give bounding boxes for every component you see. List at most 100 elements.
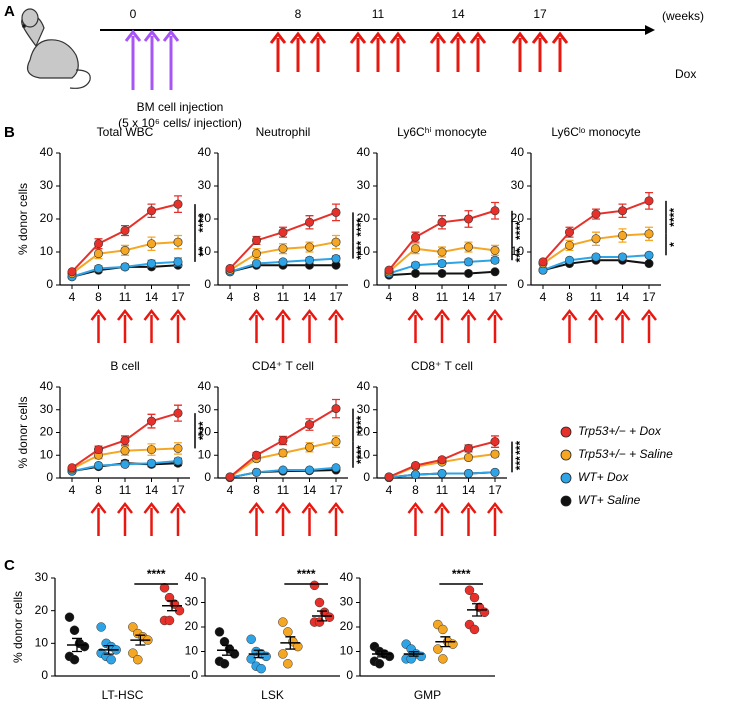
y-axis-label: % donor cells: [16, 396, 30, 468]
point: [591, 209, 601, 219]
sem-bar: [317, 610, 327, 622]
legend-label: Trp53+/− + Saline: [578, 447, 673, 461]
y-tick-label: 10: [357, 244, 371, 258]
arrow-head: [369, 31, 387, 44]
x-axis-label: GMP: [414, 688, 441, 702]
point: [438, 654, 448, 664]
y-tick-label: 0: [346, 668, 353, 682]
y-tick-label: 0: [363, 277, 370, 291]
point: [278, 227, 288, 237]
point: [324, 612, 335, 622]
arrow-head: [117, 501, 133, 514]
point: [384, 265, 394, 275]
point: [331, 437, 341, 447]
significance-label: ****: [297, 567, 316, 581]
point: [463, 257, 473, 267]
point: [64, 612, 75, 622]
point: [225, 263, 235, 273]
point: [538, 257, 548, 267]
y-tick-label: 0: [363, 470, 370, 484]
y-axis-label: % donor cells: [16, 183, 30, 255]
point: [591, 252, 601, 262]
point: [278, 448, 288, 458]
point: [283, 627, 293, 637]
x-tick-label: 4: [386, 483, 393, 497]
chart-title: Neutrophil: [256, 125, 311, 139]
point: [591, 234, 601, 244]
y-tick-label: 40: [185, 570, 199, 584]
x-tick-label: 17: [171, 483, 185, 497]
point: [94, 263, 104, 273]
point: [96, 622, 106, 632]
point: [617, 206, 627, 216]
y-tick-label: 20: [198, 425, 212, 439]
point: [79, 641, 90, 652]
point: [293, 641, 303, 652]
x-axis-label: LT-HSC: [102, 688, 144, 702]
significance-label: **: [196, 247, 210, 257]
x-tick-label: 4: [227, 290, 234, 304]
y-axis-label: % donor cells: [11, 591, 25, 663]
point: [437, 217, 447, 227]
sem-bar: [222, 644, 232, 656]
y-tick-label: 20: [35, 603, 49, 617]
y-tick-label: 10: [511, 244, 525, 258]
point: [410, 260, 420, 270]
y-tick-label: 30: [357, 402, 371, 416]
sem-bar: [103, 644, 114, 655]
point: [94, 445, 104, 455]
x-tick-label: 8: [566, 290, 573, 304]
x-tick-label: 17: [642, 290, 656, 304]
chart-title: CD4⁺ T cell: [252, 359, 314, 373]
point: [437, 468, 447, 478]
x-tick-label: 4: [69, 483, 76, 497]
x-tick-label: 4: [69, 290, 76, 304]
sem-bar: [135, 634, 146, 646]
arrow-head: [561, 308, 578, 321]
point: [229, 649, 240, 659]
y-tick-label: 40: [357, 379, 371, 393]
y-tick-label: 30: [35, 570, 49, 584]
x-tick-label: 11: [277, 290, 290, 304]
point: [120, 459, 130, 469]
arrow-head: [389, 31, 407, 44]
panel-label: C: [4, 557, 15, 574]
y-tick-label: 30: [511, 178, 525, 192]
injection-label: BM cell injection: [137, 100, 224, 114]
point: [384, 472, 394, 482]
x-tick-label: 8: [412, 290, 419, 304]
chart-title: Total WBC: [97, 125, 154, 139]
x-tick-label: 17: [329, 483, 343, 497]
point: [246, 634, 256, 644]
arrow-head: [248, 308, 265, 321]
point: [164, 615, 175, 626]
point: [214, 627, 225, 637]
y-tick-label: 40: [198, 145, 212, 159]
y-tick-label: 10: [340, 644, 354, 658]
point: [490, 206, 500, 216]
y-tick-label: 20: [40, 211, 54, 225]
x-tick-label: 8: [253, 483, 260, 497]
y-tick-label: 30: [40, 402, 54, 416]
x-tick-label: 17: [488, 483, 502, 497]
panel-label: B: [4, 124, 15, 141]
point: [278, 649, 288, 659]
significance-label: ***: [513, 456, 527, 470]
point: [437, 268, 447, 278]
y-tick-label: 10: [40, 447, 54, 461]
point: [69, 625, 80, 636]
arrow-head: [531, 31, 549, 44]
x-axis-label: LSK: [261, 688, 284, 702]
x-tick-label: 14: [616, 290, 630, 304]
point: [490, 467, 500, 477]
significance-label: ****: [354, 415, 368, 434]
arrow-head: [275, 501, 291, 514]
legend-marker: [560, 426, 572, 438]
arrow-head: [124, 29, 142, 42]
timeline-tick-label: 8: [295, 7, 302, 21]
arrow-head: [434, 308, 450, 321]
arrow-head: [309, 31, 327, 44]
significance-label: ****: [452, 567, 471, 581]
point: [147, 445, 157, 455]
point: [252, 249, 262, 259]
